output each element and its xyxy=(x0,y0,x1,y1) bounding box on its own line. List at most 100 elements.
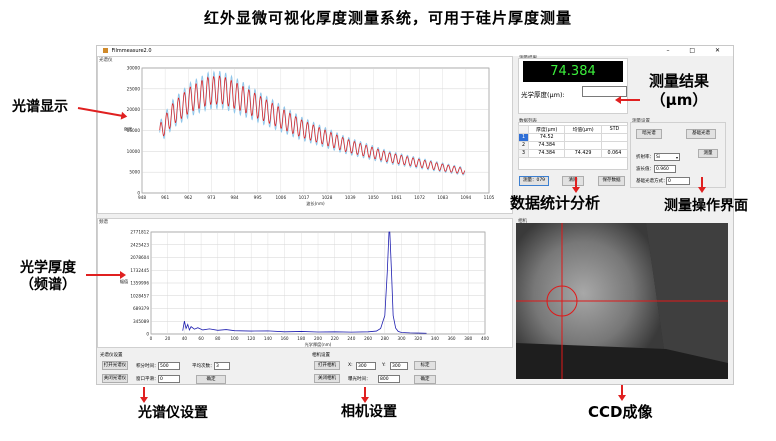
annotation-data-stats: 数据统计分析 xyxy=(510,195,600,212)
integration-time-label: 积分时间： xyxy=(136,363,159,369)
ccd-image xyxy=(516,223,728,379)
fft-x-tick-label: 340 xyxy=(431,336,439,341)
fft-x-tick-label: 280 xyxy=(381,336,389,341)
camera-mark-button[interactable]: 标定 xyxy=(414,361,436,370)
spectrum-x-tick-label: 1072 xyxy=(414,195,425,200)
wavelength-label: 波长值： xyxy=(636,166,654,172)
fft-y-tick-label: 2771812 xyxy=(130,230,149,235)
fft-x-tick-label: 400 xyxy=(481,336,489,341)
table-cell xyxy=(565,142,601,150)
fft-x-tick-label: 320 xyxy=(414,336,422,341)
spectrum-x-tick-label: 1105 xyxy=(484,195,495,200)
spectrum-x-tick-label: 973 xyxy=(207,195,215,200)
fft-y-tick-label: 2078604 xyxy=(130,255,149,260)
stats-header-cell: 均值(μm) xyxy=(565,126,601,134)
table-cell: 74.429 xyxy=(565,150,601,158)
annotation-ccd-imaging: CCD成像 xyxy=(588,404,652,421)
fft-x-tick-label: 120 xyxy=(247,336,255,341)
save-data-button[interactable]: 保存数据 xyxy=(598,176,625,186)
spectrometer-confirm-button[interactable]: 确定 xyxy=(196,375,226,384)
annotation-optical-thickness-line2: （频谱） xyxy=(8,277,88,294)
refractive-index-value: Si xyxy=(656,155,660,160)
camera-y-input[interactable]: 300 xyxy=(390,362,408,370)
window-smooth-label: 窗口平滑： xyxy=(136,376,159,382)
arrow-result xyxy=(617,99,640,101)
camera-confirm-button[interactable]: 确定 xyxy=(414,375,436,384)
integration-time-input[interactable]: 500 xyxy=(158,362,180,370)
exposure-time-input[interactable]: 800 xyxy=(378,375,400,383)
row-index: 1 xyxy=(519,134,529,142)
page-headline: 红外显微可视化厚度测量系统，可用于硅片厚度测量 xyxy=(0,7,776,28)
camera-y-label: Y: xyxy=(382,363,386,368)
fft-x-tick-label: 300 xyxy=(398,336,406,341)
spectrum-y-tick-label: 10000 xyxy=(127,149,141,154)
exposure-time-label: 曝光时间： xyxy=(348,376,371,382)
annotation-optical-thickness: 光学厚度 （频谱） xyxy=(8,260,88,294)
fft-x-tick-label: 20 xyxy=(165,336,171,341)
fft-x-tick-label: 260 xyxy=(364,336,372,341)
annotation-spectrometer-settings: 光谱仪设置 xyxy=(138,405,208,422)
dark-spectrum-button[interactable]: 暗光谱 xyxy=(636,129,662,139)
fft-x-tick-label: 100 xyxy=(231,336,239,341)
fft-x-tick-label: 140 xyxy=(264,336,272,341)
table-row[interactable]: 3 74.384 74.429 0.064 xyxy=(519,150,628,158)
table-cell xyxy=(565,134,601,142)
window-title: Filmmeasure2.0 xyxy=(112,48,152,54)
fft-y-tick-label: 689379 xyxy=(133,306,149,311)
camera-x-input[interactable]: 300 xyxy=(356,362,376,370)
annotation-camera-settings: 相机设置 xyxy=(341,404,397,421)
table-row[interactable]: 2 74.384 xyxy=(519,142,628,150)
app-icon xyxy=(103,48,108,53)
window-smooth-input[interactable]: 0 xyxy=(158,375,180,383)
refractive-index-select[interactable]: Si ▾ xyxy=(654,153,680,161)
arrow-camera xyxy=(364,387,366,401)
spectrum-x-tick-label: 962 xyxy=(184,195,192,200)
close-camera-button[interactable]: 关闭相机 xyxy=(314,374,340,383)
measure-count-button[interactable]: 测量：079 xyxy=(519,176,549,186)
fft-y-axis-label: 幅值 xyxy=(120,278,128,285)
table-cell: 74.384 xyxy=(529,142,565,150)
average-count-input[interactable]: 3 xyxy=(214,362,230,370)
spectrum-x-tick-label: 995 xyxy=(254,195,262,200)
table-row[interactable]: 1 74.52 xyxy=(519,134,628,142)
table-cell: 0.064 xyxy=(601,150,627,158)
spectrum-x-tick-label: 1039 xyxy=(345,195,356,200)
spectrum-y-tick-label: 20000 xyxy=(127,107,141,112)
annotation-measurement-result: 测量结果 （μm） xyxy=(634,72,724,110)
spectrum-x-tick-label: 1061 xyxy=(391,195,402,200)
stats-table: 厚度(μm) 均值(μm) STD 1 74.52 2 74.384 3 74.… xyxy=(518,125,628,158)
window-controls[interactable]: – □ ✕ xyxy=(666,46,729,56)
annotation-measurement-result-line1: 测量结果 xyxy=(634,72,724,91)
annotation-measure-ui: 测量操作界面 xyxy=(664,198,748,215)
close-spectrometer-button[interactable]: 关闭光谱仪 xyxy=(102,374,128,383)
table-cell: 74.384 xyxy=(529,150,565,158)
spectrometer-settings-label: 光谱仪设置 xyxy=(100,352,123,358)
stats-header-cell: STD xyxy=(601,126,627,134)
base-mode-input[interactable]: 0 xyxy=(666,177,690,185)
fft-x-tick-label: 0 xyxy=(150,336,153,341)
base-mode-label: 基础光谱方式： xyxy=(636,178,668,184)
spectrum-x-tick-label: 984 xyxy=(231,195,239,200)
open-camera-button[interactable]: 打开相机 xyxy=(314,361,340,370)
fft-y-tick-label: 1732445 xyxy=(130,268,149,273)
spectrum-x-tick-label: 1028 xyxy=(322,195,333,200)
measure-button[interactable]: 测量 xyxy=(698,149,718,158)
clear-data-button[interactable]: 清除 xyxy=(562,176,584,186)
open-spectrometer-button[interactable]: 打开光谱仪 xyxy=(102,361,128,370)
spectrum-x-tick-label: 1006 xyxy=(275,195,286,200)
fft-x-tick-label: 240 xyxy=(347,336,355,341)
thickness-display: 74.384 xyxy=(523,61,623,82)
camera-x-label: X: xyxy=(348,363,353,368)
fft-x-tick-label: 40 xyxy=(182,336,188,341)
fft-x-tick-label: 60 xyxy=(198,336,204,341)
spectrum-x-tick-label: 961 xyxy=(161,195,169,200)
spectrum-x-tick-label: 1050 xyxy=(368,195,379,200)
fft-x-axis-label: 光学厚度(nm) xyxy=(305,341,332,348)
table-cell: 74.52 xyxy=(529,134,565,142)
reference-spectrum-button[interactable]: 基础光谱 xyxy=(686,129,716,139)
average-count-label: 平均次数： xyxy=(192,363,215,369)
wavelength-input[interactable]: 0.960 xyxy=(654,165,676,173)
fft-x-tick-label: 220 xyxy=(331,336,339,341)
optical-thickness-label: 光学厚度(μm): xyxy=(521,89,565,99)
spectrum-x-tick-label: 1094 xyxy=(461,195,472,200)
